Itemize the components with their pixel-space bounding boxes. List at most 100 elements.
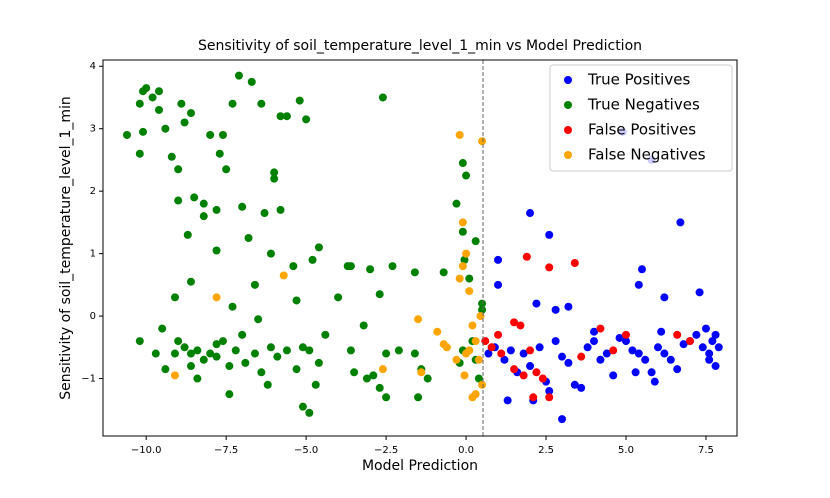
point [532,368,541,377]
point [186,277,195,286]
point [212,340,221,349]
point [186,109,195,118]
y-tick-label: 2 [90,186,96,197]
point [602,349,611,358]
point [225,362,234,371]
x-tick-label: 2.5 [538,445,554,456]
point [250,280,259,289]
point [647,368,656,377]
legend-marker [564,151,572,159]
point [266,249,275,258]
point [135,99,144,108]
point [154,87,163,96]
point [487,343,496,352]
point [433,327,442,336]
chart-title: Sensitivity of soil_temperature_level_1_… [198,38,642,54]
point [714,343,723,352]
point [666,355,675,364]
point [653,343,662,352]
point [484,349,493,358]
point [183,230,192,239]
point [631,368,640,377]
point [458,159,467,168]
point [180,118,189,127]
point [228,99,237,108]
point [225,390,234,399]
x-tick-label: 0.0 [458,445,474,456]
point [212,293,221,302]
point [382,393,391,402]
point [481,337,490,346]
point [190,193,199,202]
legend-marker [564,126,572,134]
point [529,393,538,402]
point [551,337,560,346]
point [334,293,343,302]
point [526,346,535,355]
point [282,346,291,355]
point [442,343,451,352]
legend-box [549,64,733,172]
point [692,330,701,339]
point [170,293,179,302]
point [238,202,247,211]
point [177,99,186,108]
point [708,337,717,346]
point [577,383,586,392]
point [276,112,285,121]
point [161,124,170,133]
point [266,343,275,352]
point [471,337,480,346]
point [465,346,474,355]
point [410,349,419,358]
point [212,246,221,255]
point [545,263,554,272]
point [711,330,720,339]
x-tick-label: −2.5 [374,445,398,456]
point [452,355,461,364]
point [369,371,378,380]
point [346,262,355,271]
point [241,358,250,367]
x-tick-label: −5.0 [294,445,318,456]
point [460,255,469,264]
point [503,396,512,405]
point [570,380,579,389]
x-tick-label: 7.5 [698,445,714,456]
legend-label: False Positives [588,121,696,139]
point [375,290,384,299]
point [417,368,426,377]
y-tick-label: −1 [81,374,96,385]
point [206,130,215,139]
point [257,99,266,108]
point [590,327,599,336]
point [161,365,170,374]
point [506,346,515,355]
point [676,218,685,227]
legend-label: True Negatives [587,96,700,114]
point [135,337,144,346]
point [247,77,256,86]
point [148,93,157,102]
point [478,305,487,314]
point [292,365,301,374]
point [308,255,317,264]
point [382,349,391,358]
point [460,371,469,380]
point [263,380,272,389]
legend-marker [564,101,572,109]
point [596,324,605,333]
point [362,374,371,383]
legend: True Positives True Negatives False Positi… [549,64,733,172]
point [346,346,355,355]
point [609,346,618,355]
point [462,249,471,258]
point [711,362,720,371]
point [698,343,707,352]
point [564,302,573,311]
point [558,415,567,424]
point [186,362,195,371]
legend-label: False Negatives [588,146,706,164]
point [414,393,423,402]
point [516,321,525,330]
